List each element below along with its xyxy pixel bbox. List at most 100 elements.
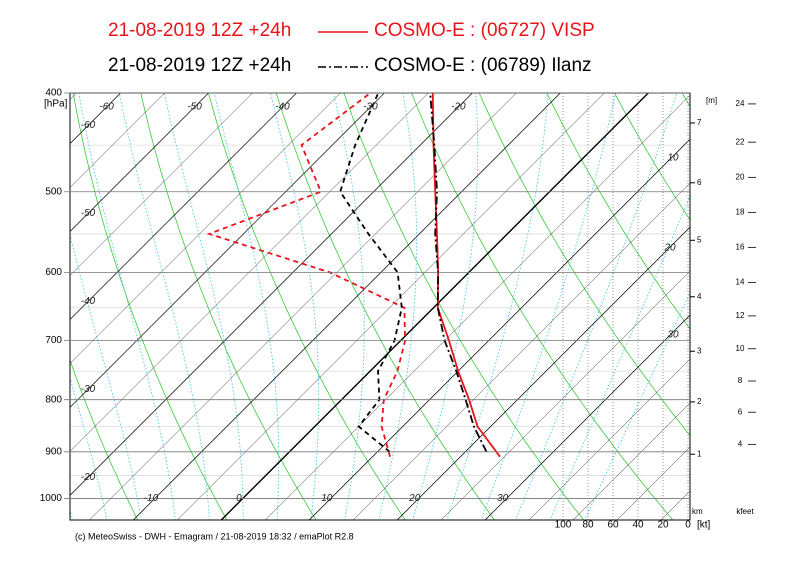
isotherm-label: 0 <box>236 493 242 504</box>
y-tick-label: 600 <box>45 267 62 278</box>
y-tick-label: 1000 <box>40 493 63 504</box>
moist-adiabat <box>270 93 320 520</box>
dry-adiabat <box>614 93 690 221</box>
legend-name: COSMO-E : (06727) VISP <box>374 20 595 41</box>
kfeet-tick-label: 8 <box>738 376 743 385</box>
credit: (c) MeteoSwiss - DWH - Emagram / 21-08-2… <box>75 531 354 541</box>
isotherm <box>133 93 561 520</box>
profiles <box>206 93 501 458</box>
isotherm-label: -60 <box>99 102 114 113</box>
wind-tick-label: 20 <box>657 520 669 531</box>
wind-unit: [kt] <box>697 520 711 531</box>
isotherm-label: -40 <box>275 102 290 113</box>
isotherm-label: -10 <box>144 493 159 504</box>
y-tick-label: 900 <box>45 446 62 457</box>
kfeet-tick-label: 16 <box>736 242 745 251</box>
km-tick-label: 7 <box>697 118 702 127</box>
minor-isotherm <box>353 182 690 520</box>
annotation: 30 <box>667 330 679 341</box>
isotherm-label: -50 <box>187 102 202 113</box>
y-axis-label: [hPa] <box>44 99 68 110</box>
moist-adiabat <box>163 93 244 520</box>
dry-adiabat <box>70 359 139 520</box>
y-tick-label: 400 <box>45 88 62 99</box>
kfeet-tick-label: 10 <box>736 344 745 353</box>
minor-isotherm <box>70 93 165 188</box>
wind-tick-label: 100 <box>555 520 572 531</box>
y-tick-label: 500 <box>45 186 62 197</box>
minor-isotherm <box>177 93 605 520</box>
kfeet-unit: kfeet <box>736 507 754 516</box>
y-tick-label: 800 <box>45 394 62 405</box>
minor-isotherm <box>528 358 690 520</box>
moist-adiabat <box>70 233 142 520</box>
dry-adiabat <box>546 93 690 330</box>
minor-isotherm <box>70 93 429 452</box>
km-tick-label: 6 <box>697 178 702 187</box>
isotherm <box>70 93 297 320</box>
kfeet-tick-label: 6 <box>738 407 743 416</box>
km-tick-label: 1 <box>697 449 702 458</box>
kfeet-tick-label: 12 <box>736 311 745 320</box>
annotation: 10 <box>667 153 679 164</box>
minor-isotherm <box>89 93 517 520</box>
isotherm-label: 10 <box>321 493 333 504</box>
isotherm-label: -40 <box>81 296 96 307</box>
minor-isotherm <box>572 402 690 520</box>
km-tick-label: 2 <box>697 397 702 406</box>
km-unit-top: [m] <box>706 96 717 105</box>
kfeet-tick-label: 4 <box>738 439 743 448</box>
legend-name: COSMO-E : (06789) Ilanz <box>374 55 592 76</box>
dewpoint-profile <box>206 93 407 457</box>
isotherm <box>70 93 385 408</box>
isotherm-label: -60 <box>81 120 96 131</box>
temperature-profile <box>429 93 488 453</box>
km-tick-label: 5 <box>697 235 702 244</box>
moist-adiabat <box>213 93 280 520</box>
km-unit-bottom: km <box>692 507 703 516</box>
dry-adiabat <box>478 93 690 437</box>
moist-adiabat <box>78 93 176 520</box>
dry-adiabat <box>411 93 674 520</box>
minor-isotherm <box>440 270 690 520</box>
wind-tick-label: 40 <box>632 520 644 531</box>
isotherm <box>70 93 209 233</box>
km-tick-label: 4 <box>697 292 702 301</box>
minor-isotherm <box>616 446 690 520</box>
kfeet-tick-label: 14 <box>736 278 745 287</box>
minor-isotherm <box>70 93 341 364</box>
moist-adiabat <box>515 93 678 520</box>
dry-adiabat <box>275 93 495 520</box>
annotation: 20 <box>663 243 676 254</box>
isotherm <box>484 314 690 520</box>
km-tick-label: 3 <box>697 346 702 355</box>
minor-isotherm <box>265 94 690 520</box>
wind-tick-label: 60 <box>607 520 619 531</box>
kfeet-tick-label: 24 <box>736 99 745 108</box>
isotherm-label: -30 <box>81 384 96 395</box>
dry-adiabat <box>72 93 228 520</box>
diagram-background <box>70 93 690 520</box>
moist-adiabat <box>446 93 549 520</box>
isotherm <box>70 93 473 496</box>
isotherm-label: 30 <box>497 493 509 504</box>
isotherm <box>308 138 690 520</box>
moist-adiabat <box>333 93 365 520</box>
wind-tick-label: 80 <box>582 520 594 531</box>
isotherm-label: -20 <box>451 102 466 113</box>
isotherm-label: -30 <box>363 102 378 113</box>
moist-adiabat <box>480 93 616 520</box>
legend-run: 21-08-2019 12Z +24h <box>108 20 291 41</box>
isotherm-label: 20 <box>408 493 421 504</box>
wind-tick-label: 0 <box>685 520 691 531</box>
dry-adiabat <box>208 93 406 520</box>
moist-adiabat <box>118 93 210 520</box>
temperature-profile <box>431 93 501 458</box>
dry-adiabat <box>140 93 317 520</box>
legend-run: 21-08-2019 12Z +24h <box>108 55 291 76</box>
kfeet-tick-label: 20 <box>736 172 745 181</box>
isotherm <box>220 93 649 520</box>
isotherm-label: -20 <box>81 472 96 483</box>
